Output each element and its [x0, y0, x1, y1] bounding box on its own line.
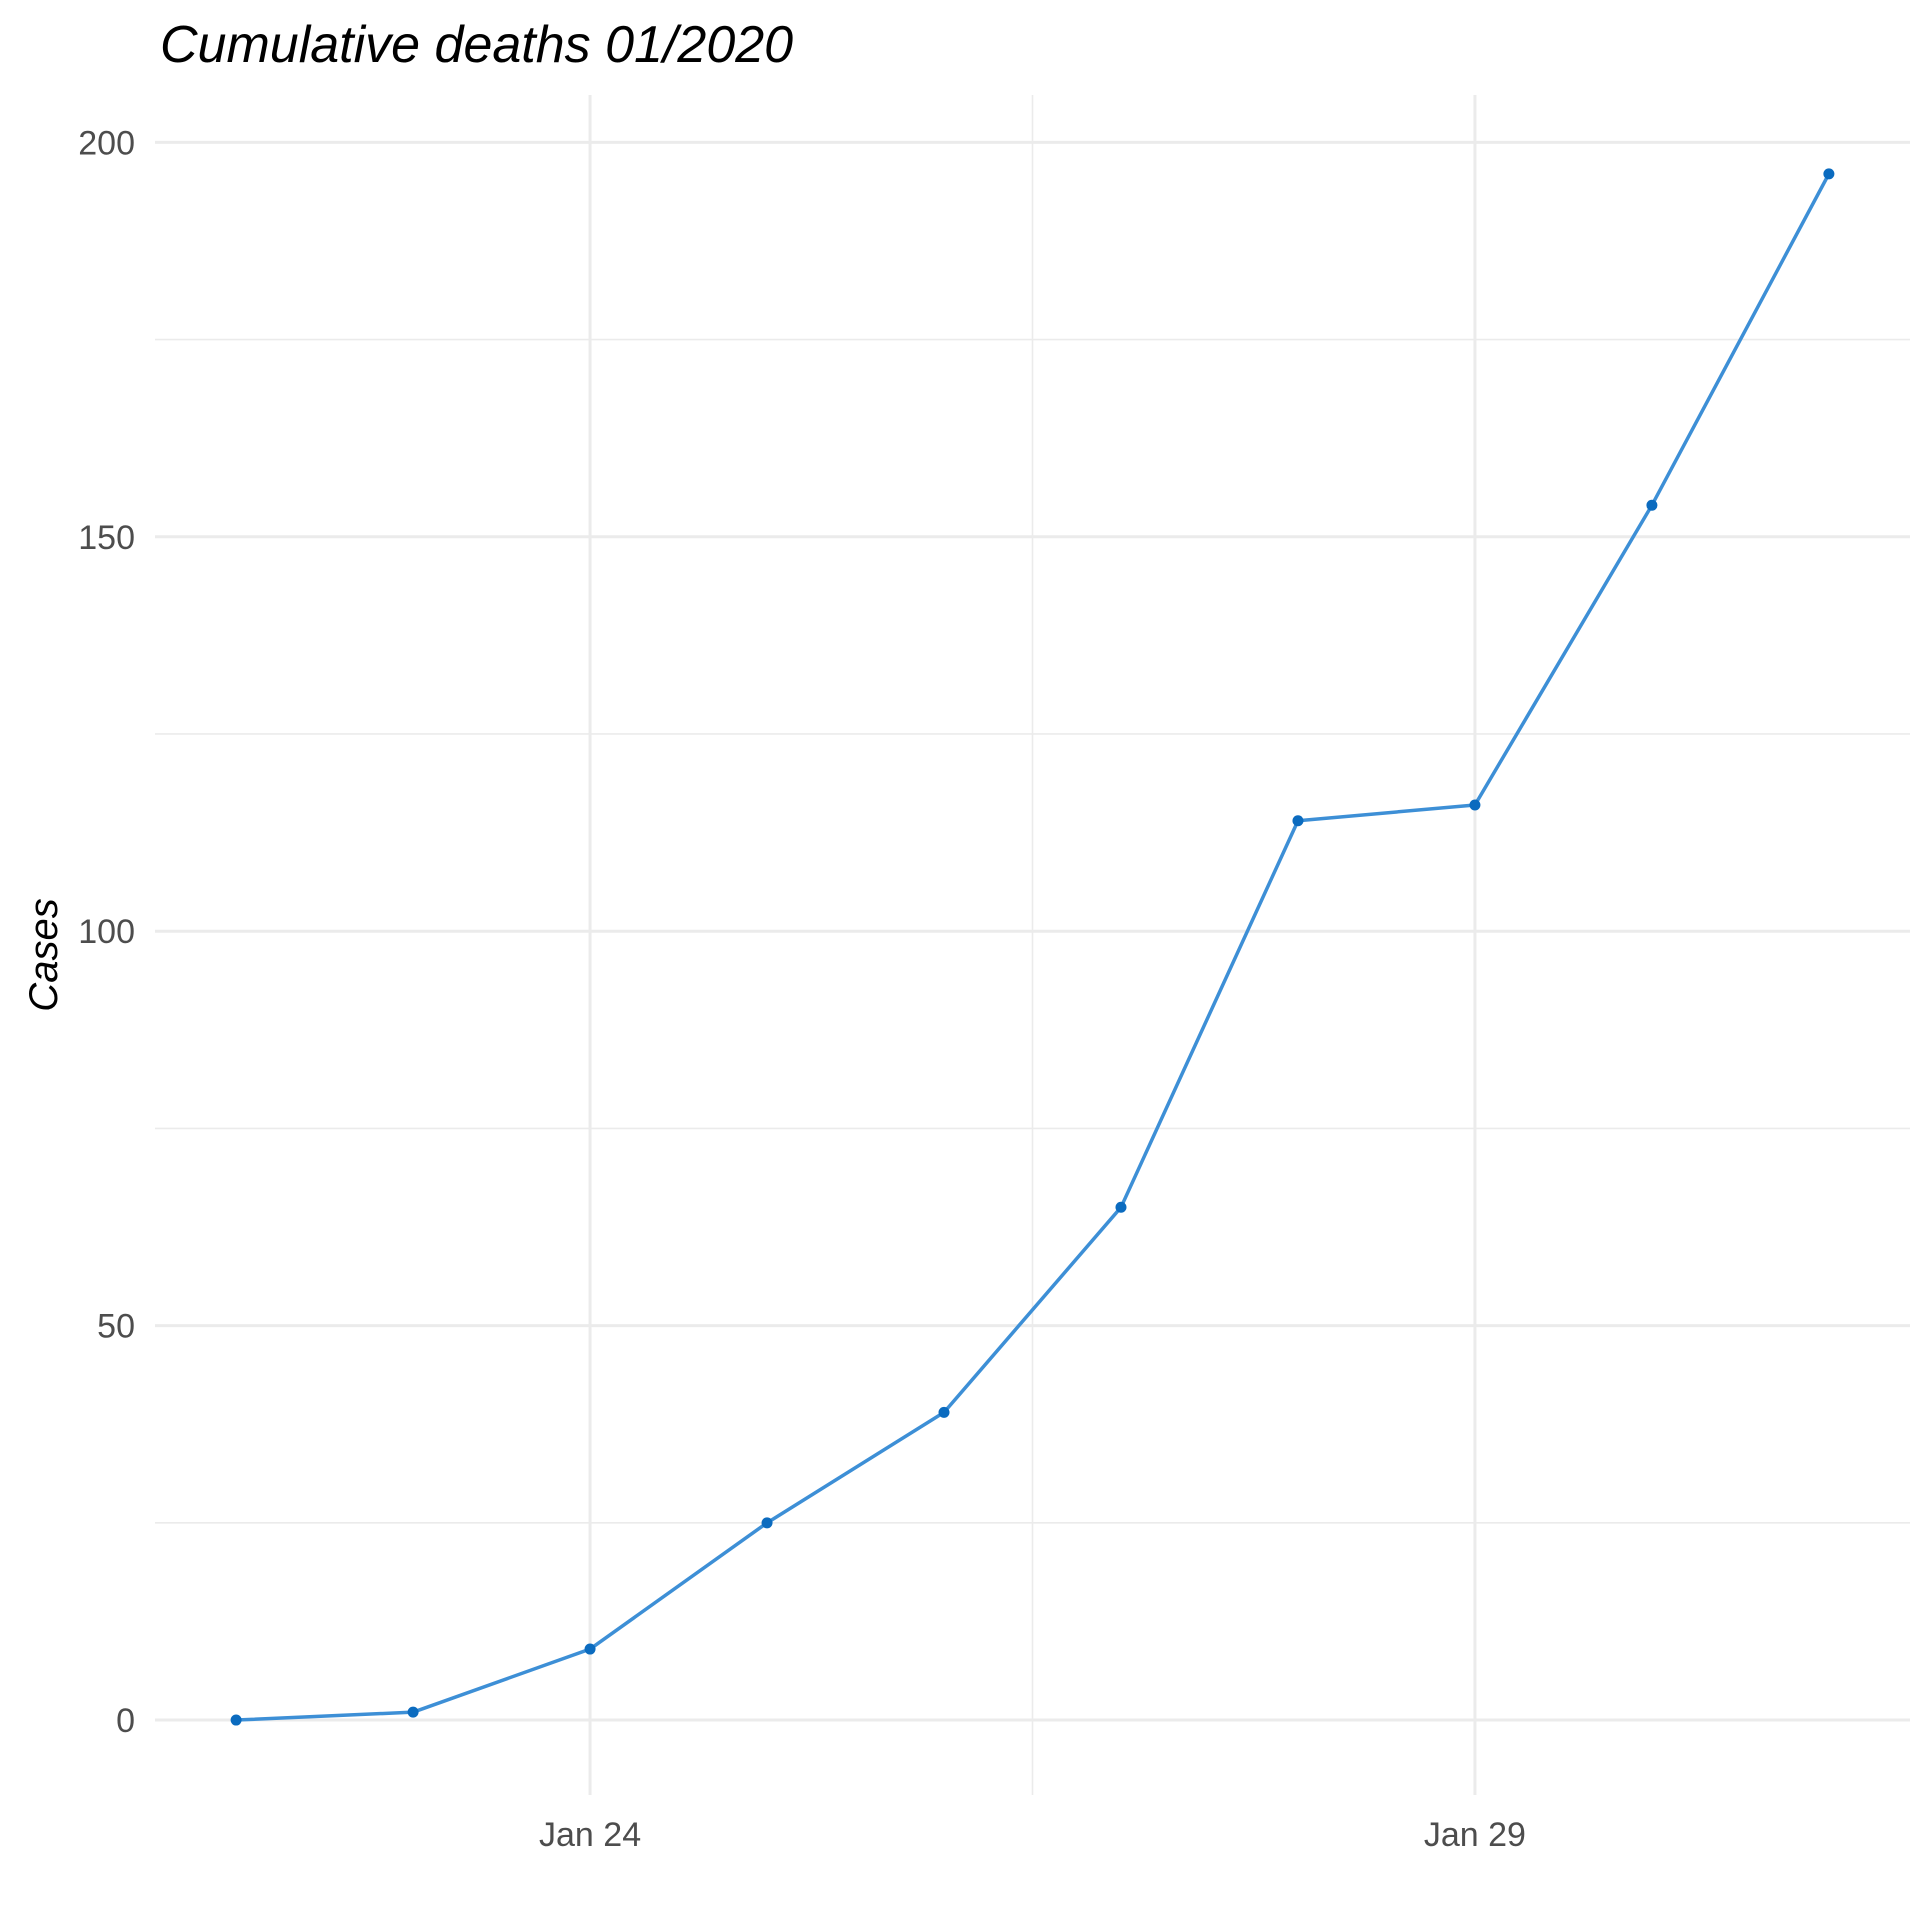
y-tick-label: 50: [97, 1308, 135, 1346]
data-point: [1115, 1201, 1127, 1213]
y-axis-label: Cases: [22, 898, 66, 1011]
data-point: [584, 1643, 596, 1655]
series: [230, 168, 1835, 1726]
data-point: [1823, 168, 1835, 180]
data-point: [407, 1706, 419, 1718]
y-tick-label: 150: [78, 519, 135, 557]
x-tick-label: Jan 29: [1424, 1816, 1526, 1854]
y-tick-label: 100: [78, 913, 135, 951]
data-point: [761, 1517, 773, 1529]
grid: [155, 95, 1910, 1795]
series-line: [236, 173, 1831, 1722]
data-point: [1646, 499, 1658, 511]
x-tick-label: Jan 24: [539, 1816, 641, 1854]
data-point: [230, 1714, 242, 1726]
y-tick-label: 200: [78, 124, 135, 162]
chart-title: Cumulative deaths 01/2020: [160, 16, 793, 74]
data-point: [938, 1406, 950, 1418]
data-point: [1292, 815, 1304, 827]
data-point: [1469, 799, 1481, 811]
axis-ticks: 0 50 100 150 200 Jan 24 Jan 29: [78, 124, 1526, 1854]
y-tick-label: 0: [116, 1702, 135, 1740]
